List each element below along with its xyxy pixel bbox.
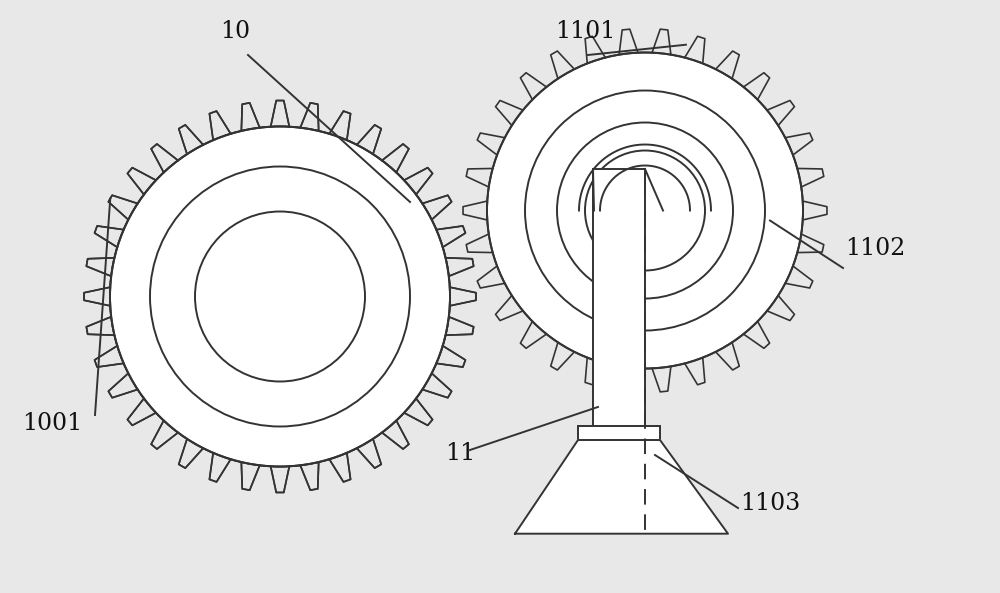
Text: 10: 10 [220, 20, 250, 43]
Text: 11: 11 [445, 442, 475, 465]
Circle shape [110, 126, 450, 467]
Text: 1102: 1102 [845, 237, 905, 260]
Text: 1001: 1001 [22, 412, 82, 435]
Bar [578, 426, 660, 440]
Text: 1103: 1103 [740, 492, 800, 515]
Text: 1101: 1101 [555, 20, 615, 43]
Polygon shape [515, 440, 728, 534]
Circle shape [487, 53, 803, 368]
Bar [593, 169, 645, 427]
